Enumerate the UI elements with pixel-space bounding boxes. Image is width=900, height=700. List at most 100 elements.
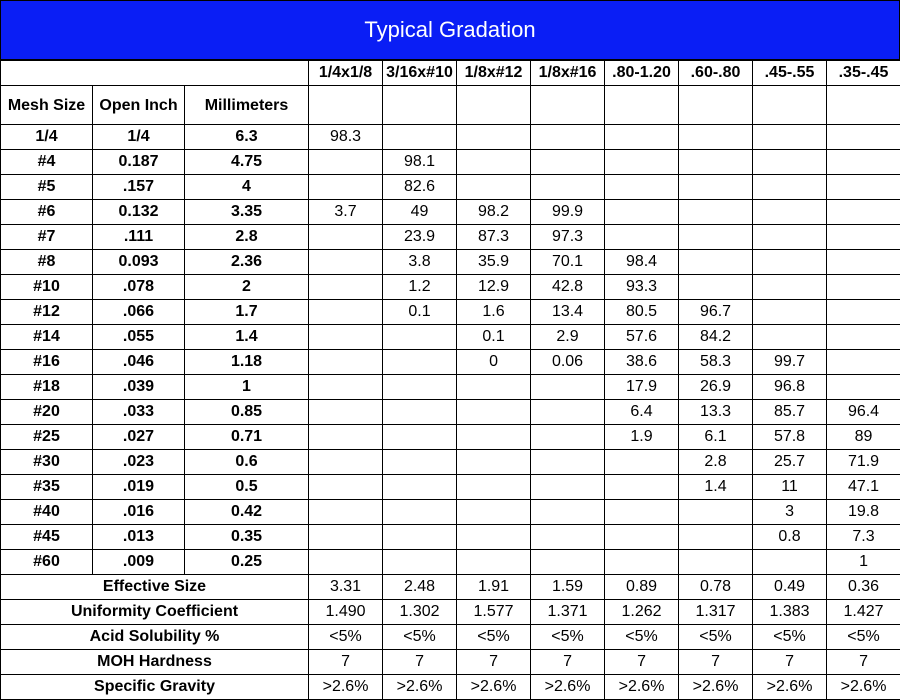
open-inch-cell: .033	[93, 400, 185, 425]
percent-passing-cell	[531, 450, 605, 475]
percent-passing-cell	[605, 225, 679, 250]
property-value-cell: 7	[309, 650, 383, 675]
percent-passing-cell: 93.3	[605, 275, 679, 300]
percent-passing-cell: 3	[753, 500, 827, 525]
percent-passing-cell	[753, 150, 827, 175]
property-value-cell: 1.383	[753, 600, 827, 625]
percent-passing-cell: 96.8	[753, 375, 827, 400]
percent-passing-cell: 99.7	[753, 350, 827, 375]
property-value-cell: >2.6%	[531, 675, 605, 700]
percent-passing-cell	[531, 175, 605, 200]
percent-passing-cell	[679, 200, 753, 225]
percent-passing-cell	[605, 125, 679, 150]
mesh-size-cell: #4	[1, 150, 93, 175]
property-value-cell: >2.6%	[383, 675, 457, 700]
empty-cell	[679, 86, 753, 125]
property-value-cell: <5%	[457, 625, 531, 650]
product-header: .45-.55	[753, 61, 827, 86]
open-inch-cell: 1/4	[93, 125, 185, 150]
percent-passing-cell	[827, 350, 900, 375]
property-value-cell: 1.262	[605, 600, 679, 625]
property-value-cell: <5%	[309, 625, 383, 650]
percent-passing-cell: 13.3	[679, 400, 753, 425]
property-value-cell: 2.48	[383, 575, 457, 600]
product-header: .35-.45	[827, 61, 900, 86]
property-value-cell: 7	[531, 650, 605, 675]
property-value-cell: 1.59	[531, 575, 605, 600]
percent-passing-cell: 71.9	[827, 450, 900, 475]
property-value-cell: 0.36	[827, 575, 900, 600]
open-inch-cell: 0.093	[93, 250, 185, 275]
millimeters-cell: 0.6	[185, 450, 309, 475]
percent-passing-cell: 12.9	[457, 275, 531, 300]
percent-passing-cell	[753, 550, 827, 575]
property-value-cell: <5%	[383, 625, 457, 650]
property-value-cell: 1.302	[383, 600, 457, 625]
percent-passing-cell: 99.9	[531, 200, 605, 225]
millimeters-cell: 4.75	[185, 150, 309, 175]
property-label: MOH Hardness	[1, 650, 309, 675]
property-value-cell: 7	[753, 650, 827, 675]
property-value-cell: 0.49	[753, 575, 827, 600]
percent-passing-cell: 38.6	[605, 350, 679, 375]
percent-passing-cell	[309, 550, 383, 575]
percent-passing-cell	[605, 475, 679, 500]
percent-passing-cell	[605, 550, 679, 575]
property-value-cell: <5%	[753, 625, 827, 650]
percent-passing-cell: 49	[383, 200, 457, 225]
property-value-cell: 1.490	[309, 600, 383, 625]
percent-passing-cell: 98.1	[383, 150, 457, 175]
percent-passing-cell	[457, 150, 531, 175]
percent-passing-cell: 11	[753, 475, 827, 500]
percent-passing-cell	[605, 500, 679, 525]
percent-passing-cell	[753, 325, 827, 350]
millimeters-cell: 0.35	[185, 525, 309, 550]
percent-passing-cell: 47.1	[827, 475, 900, 500]
percent-passing-cell	[531, 425, 605, 450]
property-value-cell: <5%	[679, 625, 753, 650]
open-inch-cell: .027	[93, 425, 185, 450]
percent-passing-cell: 6.4	[605, 400, 679, 425]
percent-passing-cell: 2.9	[531, 325, 605, 350]
property-label: Specific Gravity	[1, 675, 309, 700]
percent-passing-cell	[827, 300, 900, 325]
percent-passing-cell: 7.3	[827, 525, 900, 550]
percent-passing-cell	[827, 150, 900, 175]
percent-passing-cell	[679, 250, 753, 275]
property-label: Effective Size	[1, 575, 309, 600]
product-header: .80-1.20	[605, 61, 679, 86]
percent-passing-cell	[605, 525, 679, 550]
property-value-cell: 3.31	[309, 575, 383, 600]
mesh-size-cell: #16	[1, 350, 93, 375]
mesh-size-cell: #35	[1, 475, 93, 500]
open-inch-cell: 0.187	[93, 150, 185, 175]
empty-cell	[457, 86, 531, 125]
percent-passing-cell: 98.2	[457, 200, 531, 225]
percent-passing-cell	[827, 200, 900, 225]
property-value-cell: <5%	[605, 625, 679, 650]
percent-passing-cell	[753, 200, 827, 225]
percent-passing-cell: 42.8	[531, 275, 605, 300]
percent-passing-cell	[679, 275, 753, 300]
percent-passing-cell	[531, 525, 605, 550]
percent-passing-cell	[827, 375, 900, 400]
property-value-cell: 7	[457, 650, 531, 675]
percent-passing-cell	[383, 525, 457, 550]
percent-passing-cell	[383, 500, 457, 525]
millimeters-cell: 1.4	[185, 325, 309, 350]
mesh-size-cell: #10	[1, 275, 93, 300]
property-row: Acid Solubility %<5%<5%<5%<5%<5%<5%<5%<5…	[1, 625, 900, 650]
open-inch-cell: .013	[93, 525, 185, 550]
open-inch-header: Open Inch	[93, 86, 185, 125]
mesh-size-cell: #25	[1, 425, 93, 450]
percent-passing-cell	[309, 525, 383, 550]
open-inch-cell: .039	[93, 375, 185, 400]
